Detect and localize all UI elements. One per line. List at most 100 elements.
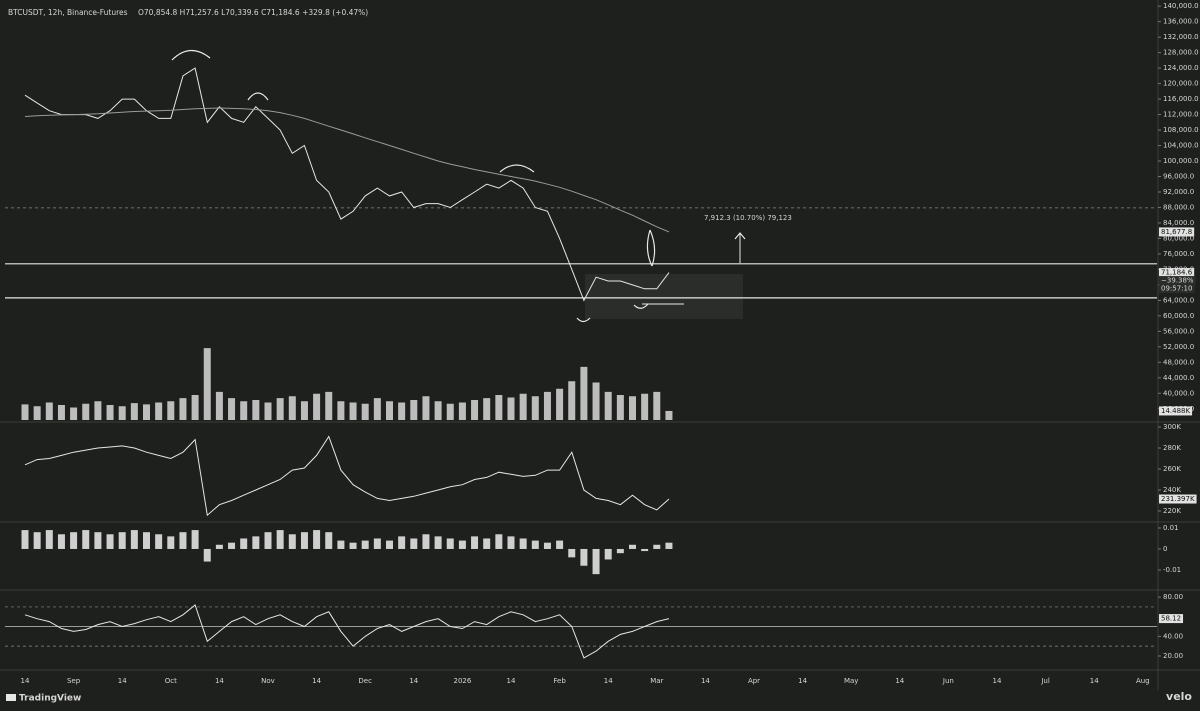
x-tick-label: 14 <box>312 677 321 685</box>
bar <box>556 388 564 420</box>
y-tick-label: 96,000.0 <box>1163 172 1194 180</box>
hand-arc <box>633 303 649 309</box>
y-tick-label: 84,000.0 <box>1163 219 1194 227</box>
y-tick-label: 80.00 <box>1163 593 1183 601</box>
last-value-label-box <box>1159 614 1184 624</box>
bar <box>215 544 223 549</box>
x-tick-label: 14 <box>21 677 30 685</box>
bar <box>580 548 588 566</box>
bar <box>361 403 369 420</box>
bar <box>446 538 454 549</box>
measure-annotation: 7,912.3 (10.70%) 79,123 <box>704 214 792 222</box>
y-tick-label: 132,000.0 <box>1163 33 1199 41</box>
x-tick-label: 14 <box>798 677 807 685</box>
hand-arc <box>247 92 269 101</box>
hand-arc <box>499 164 535 173</box>
bar <box>264 532 272 549</box>
x-tick-label: 2026 <box>453 677 471 685</box>
bar <box>568 548 576 558</box>
y-tick-label: 48,000.0 <box>1163 358 1194 366</box>
bar <box>337 540 345 549</box>
bar <box>143 532 150 549</box>
x-tick-label: Jul <box>1040 677 1050 685</box>
y-tick-label: 40,000.0 <box>1163 389 1194 397</box>
x-tick-label: 14 <box>701 677 710 685</box>
bar <box>45 402 53 420</box>
x-tick-label: Aug <box>1136 677 1150 685</box>
bar <box>203 348 211 420</box>
bar <box>458 402 466 420</box>
x-tick-label: 14 <box>993 677 1002 685</box>
bar <box>106 405 114 420</box>
y-tick-label: 140,000.0 <box>1163 2 1199 10</box>
bar <box>252 400 260 420</box>
last-value-label: 14.488K <box>1161 407 1190 415</box>
bar <box>604 548 612 560</box>
bar <box>543 542 551 549</box>
bar <box>203 548 211 562</box>
last-value-label: 81,677.8 <box>1161 228 1192 236</box>
bar <box>240 401 248 420</box>
last-value-label: 231.397K <box>1161 495 1195 503</box>
bar <box>361 540 369 549</box>
series-line <box>24 107 670 233</box>
y-tick-label: 104,000.0 <box>1163 142 1199 150</box>
bar <box>33 406 41 420</box>
y-tick-label: 300K <box>1163 423 1181 431</box>
hand-arc <box>576 317 591 323</box>
y-tick-label: 64,000.0 <box>1163 296 1194 304</box>
bar <box>641 393 649 420</box>
ohlc-readout: O70,854.8 H71,257.6 L70,339.6 C71,184.6 … <box>138 8 368 17</box>
bar <box>592 382 600 420</box>
y-tick-label: 240K <box>1163 486 1181 494</box>
last-value-label-box <box>1159 227 1195 237</box>
bar <box>531 396 539 420</box>
bar <box>325 532 333 549</box>
bar <box>665 542 673 549</box>
bar <box>240 538 248 549</box>
x-tick-label: 14 <box>118 677 127 685</box>
bar <box>410 538 418 549</box>
y-tick-label: 40.00 <box>1163 632 1183 640</box>
bar <box>434 536 442 549</box>
bar <box>300 401 308 420</box>
bar <box>483 538 491 549</box>
y-tick-label: 108,000.0 <box>1163 126 1199 134</box>
bar <box>45 530 53 549</box>
bar <box>446 403 454 420</box>
x-tick-label: May <box>844 677 858 685</box>
change-label: −39.38% <box>1161 277 1194 285</box>
x-tick-label: Jun <box>942 677 954 685</box>
bar <box>106 534 114 549</box>
bar <box>118 406 126 420</box>
bar <box>543 391 551 420</box>
bar <box>313 530 321 549</box>
bar <box>629 396 636 420</box>
bar <box>191 395 199 420</box>
brand-logo <box>6 694 16 701</box>
bar <box>495 395 503 420</box>
bar <box>556 540 564 549</box>
hand-arc <box>171 49 211 61</box>
bar <box>276 398 284 420</box>
y-tick-label: 124,000.0 <box>1163 64 1199 72</box>
bar <box>653 391 661 420</box>
series-line <box>24 435 670 517</box>
bar <box>458 540 466 549</box>
bar <box>167 401 175 420</box>
y-tick-label: 0 <box>1163 545 1167 553</box>
y-tick-label: 220K <box>1163 507 1181 515</box>
bar <box>422 396 430 420</box>
bar <box>337 401 345 420</box>
bar <box>33 532 41 549</box>
y-tick-label: 112,000.0 <box>1163 111 1199 119</box>
bar <box>665 410 673 420</box>
bar <box>57 534 65 549</box>
target-arrow-head <box>734 232 746 240</box>
bar <box>471 400 479 420</box>
bar <box>300 532 308 549</box>
y-tick-label: 80,000.0 <box>1163 234 1194 242</box>
change-label-box <box>1159 276 1196 286</box>
bar <box>349 542 357 549</box>
series-line <box>24 604 670 659</box>
